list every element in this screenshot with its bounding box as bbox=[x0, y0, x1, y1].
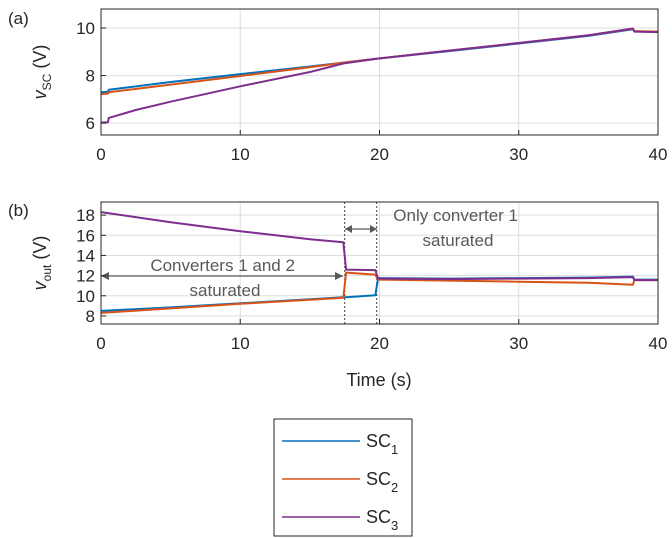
panel-b-x-tick-label: 10 bbox=[231, 334, 250, 353]
legend-label-main: SC bbox=[366, 507, 391, 527]
panel-a-y-tick-label: 10 bbox=[76, 19, 95, 38]
annotation-converters-1-2: Converters 1 and 2 saturated bbox=[150, 256, 299, 300]
panel-b-annotations: Converters 1 and 2 saturated Only conver… bbox=[101, 206, 523, 300]
annotation-converter-1-line-1: Only converter 1 bbox=[393, 206, 518, 225]
panel-b-y-tick-label: 10 bbox=[76, 287, 95, 306]
panel-b-y-tick-label: 18 bbox=[76, 206, 95, 225]
panel-b-y-tick-label: 12 bbox=[76, 267, 95, 286]
legend-label-sub: 1 bbox=[391, 442, 398, 457]
panel-a-label: (a) bbox=[8, 9, 29, 28]
panel-a-x-tick-label: 30 bbox=[509, 145, 528, 164]
legend-label-main: SC bbox=[366, 469, 391, 489]
panel-b-xlabel: Time (s) bbox=[346, 370, 411, 390]
panel-a-y-tick-label: 8 bbox=[86, 67, 95, 86]
panel-a-x-tick-label: 10 bbox=[231, 145, 250, 164]
panel-a-x-tick-label: 20 bbox=[370, 145, 389, 164]
legend-label-main: SC bbox=[366, 431, 391, 451]
annotation-converters-1-2-line-2: saturated bbox=[190, 281, 261, 300]
panel-b-x-tick-label: 30 bbox=[509, 334, 528, 353]
panel-b-x-tick-label: 40 bbox=[649, 334, 668, 353]
panel-a-y-ticks: 6 8 10 bbox=[76, 19, 106, 133]
annotation-converters-1-2-line-1: Converters 1 and 2 bbox=[150, 256, 295, 275]
panel-a-x-tick-label: 40 bbox=[649, 145, 668, 164]
panel-b-label: (b) bbox=[8, 201, 29, 220]
panel-b-y-tick-label: 8 bbox=[86, 307, 95, 326]
panel-b-x-tick-label: 20 bbox=[370, 334, 389, 353]
panel-b-y-tick-label: 14 bbox=[76, 246, 95, 265]
panel-a-y-tick-label: 6 bbox=[86, 114, 95, 133]
panel-a-ylabel-unit: (V) bbox=[30, 45, 50, 69]
panel-b-ylabel: vout(V) bbox=[30, 236, 54, 291]
annotation-converter-1: Only converter 1 saturated bbox=[393, 206, 522, 250]
annotation-converter-1-line-2: saturated bbox=[423, 231, 494, 250]
panel-a-ylabel: vSC(V) bbox=[30, 45, 54, 100]
panel-a-x-tick-label: 0 bbox=[96, 145, 105, 164]
panel-b-x-tick-label: 0 bbox=[96, 334, 105, 353]
panel-b-ylabel-sub: out bbox=[40, 264, 54, 281]
panel-b: (b) Converters 1 and 2 saturated Only co… bbox=[8, 201, 667, 390]
panel-a-ylabel-sub: SC bbox=[40, 73, 54, 90]
panel-b-ylabel-unit: (V) bbox=[30, 236, 50, 260]
legend-label-sub: 3 bbox=[391, 518, 398, 533]
legend-label-sub: 2 bbox=[391, 480, 398, 495]
panel-a-grid bbox=[101, 9, 658, 135]
panel-b-vlines bbox=[345, 202, 377, 324]
panel-b-y-tick-label: 16 bbox=[76, 226, 95, 245]
